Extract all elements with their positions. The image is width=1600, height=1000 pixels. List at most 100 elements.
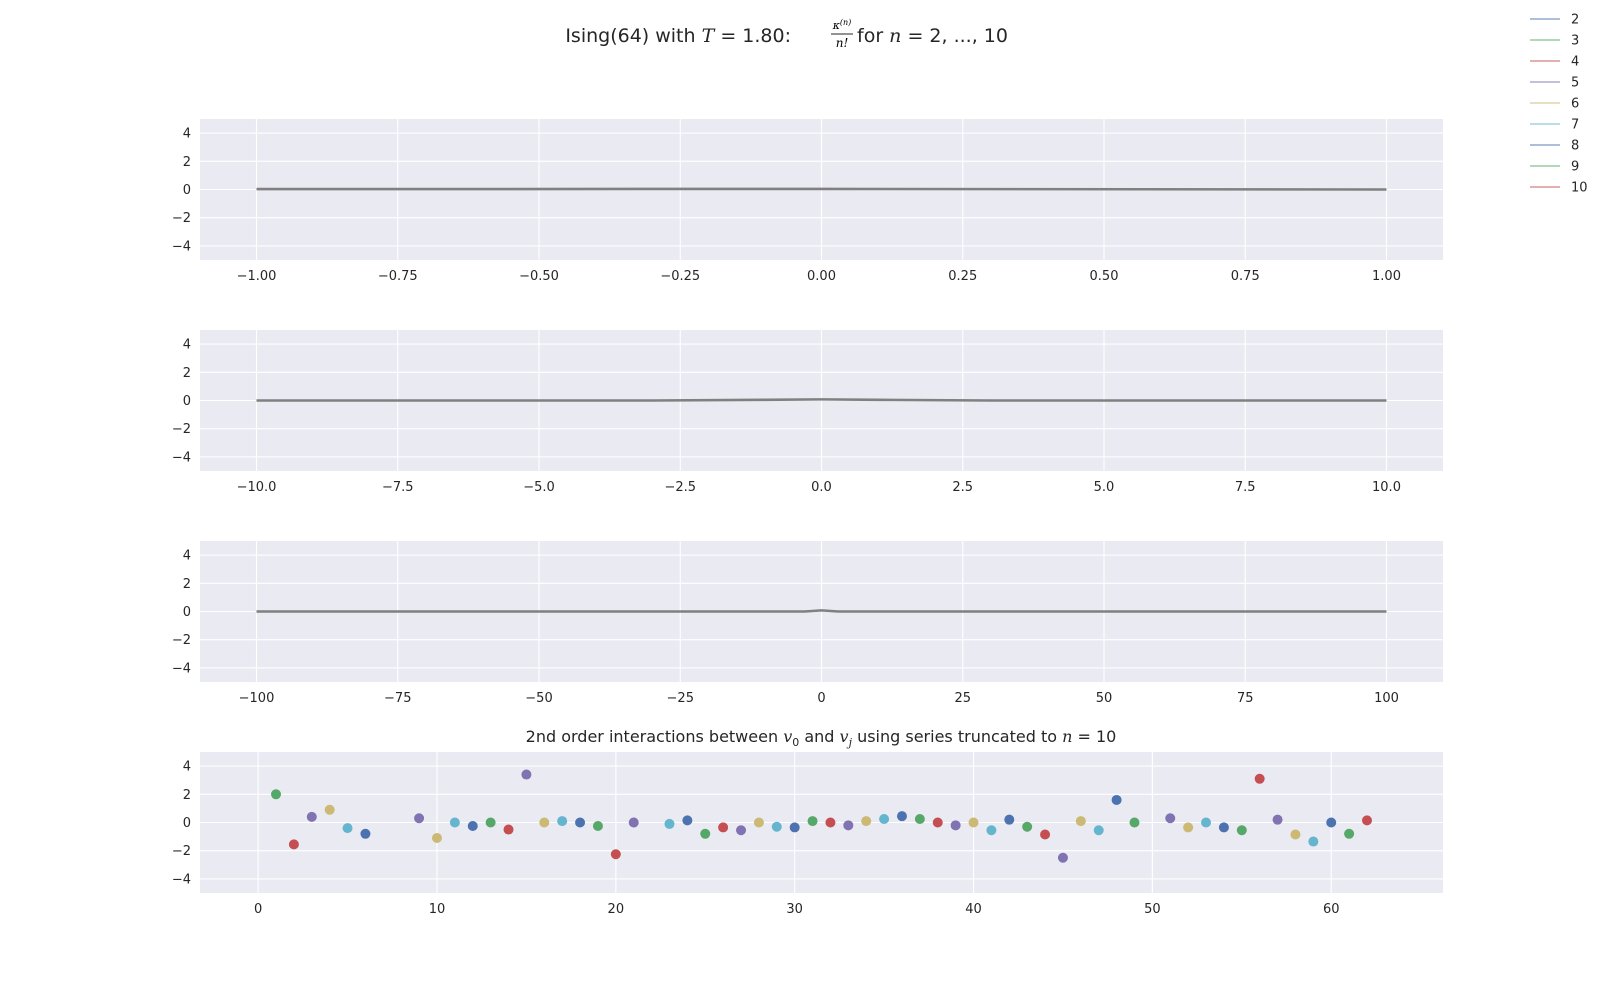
scatter-point	[968, 817, 979, 828]
scatter-point	[825, 817, 836, 828]
y-tick-label: −2	[172, 422, 191, 437]
title-n-range: = 2, ..., 10	[901, 25, 1008, 47]
svg-text:κ(n): κ(n)	[832, 18, 852, 32]
y-tick-label: 0	[183, 605, 191, 620]
legend-label: 9	[1571, 160, 1579, 175]
x-tick-label: 50	[1144, 902, 1161, 917]
scatter-title-v0-sub: 0	[792, 736, 799, 749]
x-tick-label: 40	[965, 902, 982, 917]
y-tick-label: 2	[183, 155, 191, 170]
scatter-point	[807, 816, 818, 827]
scatter-point	[1075, 816, 1086, 827]
scatter-point	[431, 833, 442, 844]
x-tick-label: −10.0	[237, 480, 277, 495]
title-frac-den: n!	[836, 36, 849, 50]
series-line	[256, 398, 1387, 402]
x-tick-label: 0.00	[807, 269, 836, 284]
scatter-point	[628, 817, 639, 828]
x-tick-label: 0.75	[1231, 269, 1260, 284]
scatter-point	[449, 817, 460, 828]
x-tick-label: 75	[1237, 691, 1254, 706]
x-tick-label: −0.50	[519, 269, 559, 284]
series-line	[256, 609, 1387, 613]
x-tick-label: −2.5	[664, 480, 696, 495]
scatter-title-n-var: n	[1062, 727, 1072, 746]
scatter-point	[1218, 822, 1229, 833]
scatter-point	[682, 815, 693, 826]
scatter-point	[1093, 825, 1104, 836]
scatter-point	[1040, 829, 1051, 840]
legend-label: 7	[1571, 118, 1579, 133]
x-tick-label: 100	[1374, 691, 1399, 706]
scatter-point	[1308, 836, 1319, 847]
scatter-point	[592, 821, 603, 832]
scatter-title-mid: and	[799, 727, 839, 746]
y-tick-label: −4	[172, 872, 191, 887]
x-tick-label: 0.25	[948, 269, 977, 284]
title-suffix-text: for	[857, 25, 889, 47]
scatter-point	[288, 839, 299, 850]
title-n-var: n	[889, 25, 901, 47]
scatter-point	[575, 817, 586, 828]
y-tick-label: 4	[183, 338, 191, 353]
scatter-point	[306, 811, 317, 822]
x-tick-label: 60	[1323, 902, 1340, 917]
y-tick-label: 0	[183, 816, 191, 831]
scatter-point	[1254, 773, 1265, 784]
scatter-point	[896, 811, 907, 822]
x-tick-label: 0	[254, 902, 262, 917]
scatter-point	[1272, 814, 1283, 825]
x-tick-label: −7.5	[382, 480, 414, 495]
y-tick-label: 2	[183, 366, 191, 381]
scatter-point	[986, 825, 997, 836]
scatter-point	[1236, 825, 1247, 836]
y-tick-label: 2	[183, 577, 191, 592]
scatter-point	[324, 804, 335, 815]
y-tick-label: −2	[172, 633, 191, 648]
legend-label: 3	[1571, 34, 1579, 49]
scatter-point	[861, 816, 872, 827]
x-tick-label: 30	[786, 902, 803, 917]
y-tick-label: −2	[172, 844, 191, 859]
x-tick-label: 0	[817, 691, 825, 706]
subplot-2: −10.0 −7.5 −5.0 −2.5 0.0 2.5 5.0 7.5 10.0 4 2 0 −2 −4	[172, 330, 1443, 495]
x-tick-label: 1.00	[1372, 269, 1401, 284]
y-tick-label: −4	[172, 450, 191, 465]
x-tick-label: −0.75	[378, 269, 418, 284]
x-tick-label: 0.0	[811, 480, 832, 495]
title-t-value: = 1.80:	[714, 25, 791, 47]
y-tick-label: 4	[183, 127, 191, 142]
y-tick-label: −2	[172, 211, 191, 226]
legend-label: 5	[1571, 76, 1579, 91]
scatter-point	[360, 828, 371, 839]
scatter-point	[932, 817, 943, 828]
scatter-point	[467, 821, 478, 832]
y-tick-label: 0	[183, 394, 191, 409]
y-tick-label: −4	[172, 239, 191, 254]
scatter-point	[879, 813, 890, 824]
svg-text:Ising(64) with T = 1.80:: Ising(64) with T = 1.80:	[565, 25, 791, 47]
legend-label: 8	[1571, 139, 1579, 154]
title-fraction: κ(n) n!	[831, 18, 853, 50]
scatter-point	[342, 823, 353, 834]
title-frac-num: κ	[832, 19, 841, 32]
scatter-title-prefix: 2nd order interactions between	[526, 727, 784, 746]
series-line	[256, 187, 1387, 191]
scatter-point	[664, 818, 675, 829]
legend-label: 4	[1571, 55, 1579, 70]
x-tick-label: −75	[384, 691, 411, 706]
x-tick-label: 20	[608, 902, 625, 917]
scatter-point	[271, 789, 282, 800]
y-tick-label: 0	[183, 183, 191, 198]
y-tick-label: −4	[172, 661, 191, 676]
scatter-point	[521, 769, 532, 780]
x-tick-label: −5.0	[523, 480, 555, 495]
scatter-point	[736, 825, 747, 836]
scatter-point	[1057, 852, 1068, 863]
legend-label: 10	[1571, 181, 1588, 196]
legend-label: 2	[1571, 13, 1579, 28]
x-tick-label: 25	[954, 691, 971, 706]
title-frac-num-sup: (n)	[840, 18, 851, 27]
scatter-point	[1326, 817, 1337, 828]
